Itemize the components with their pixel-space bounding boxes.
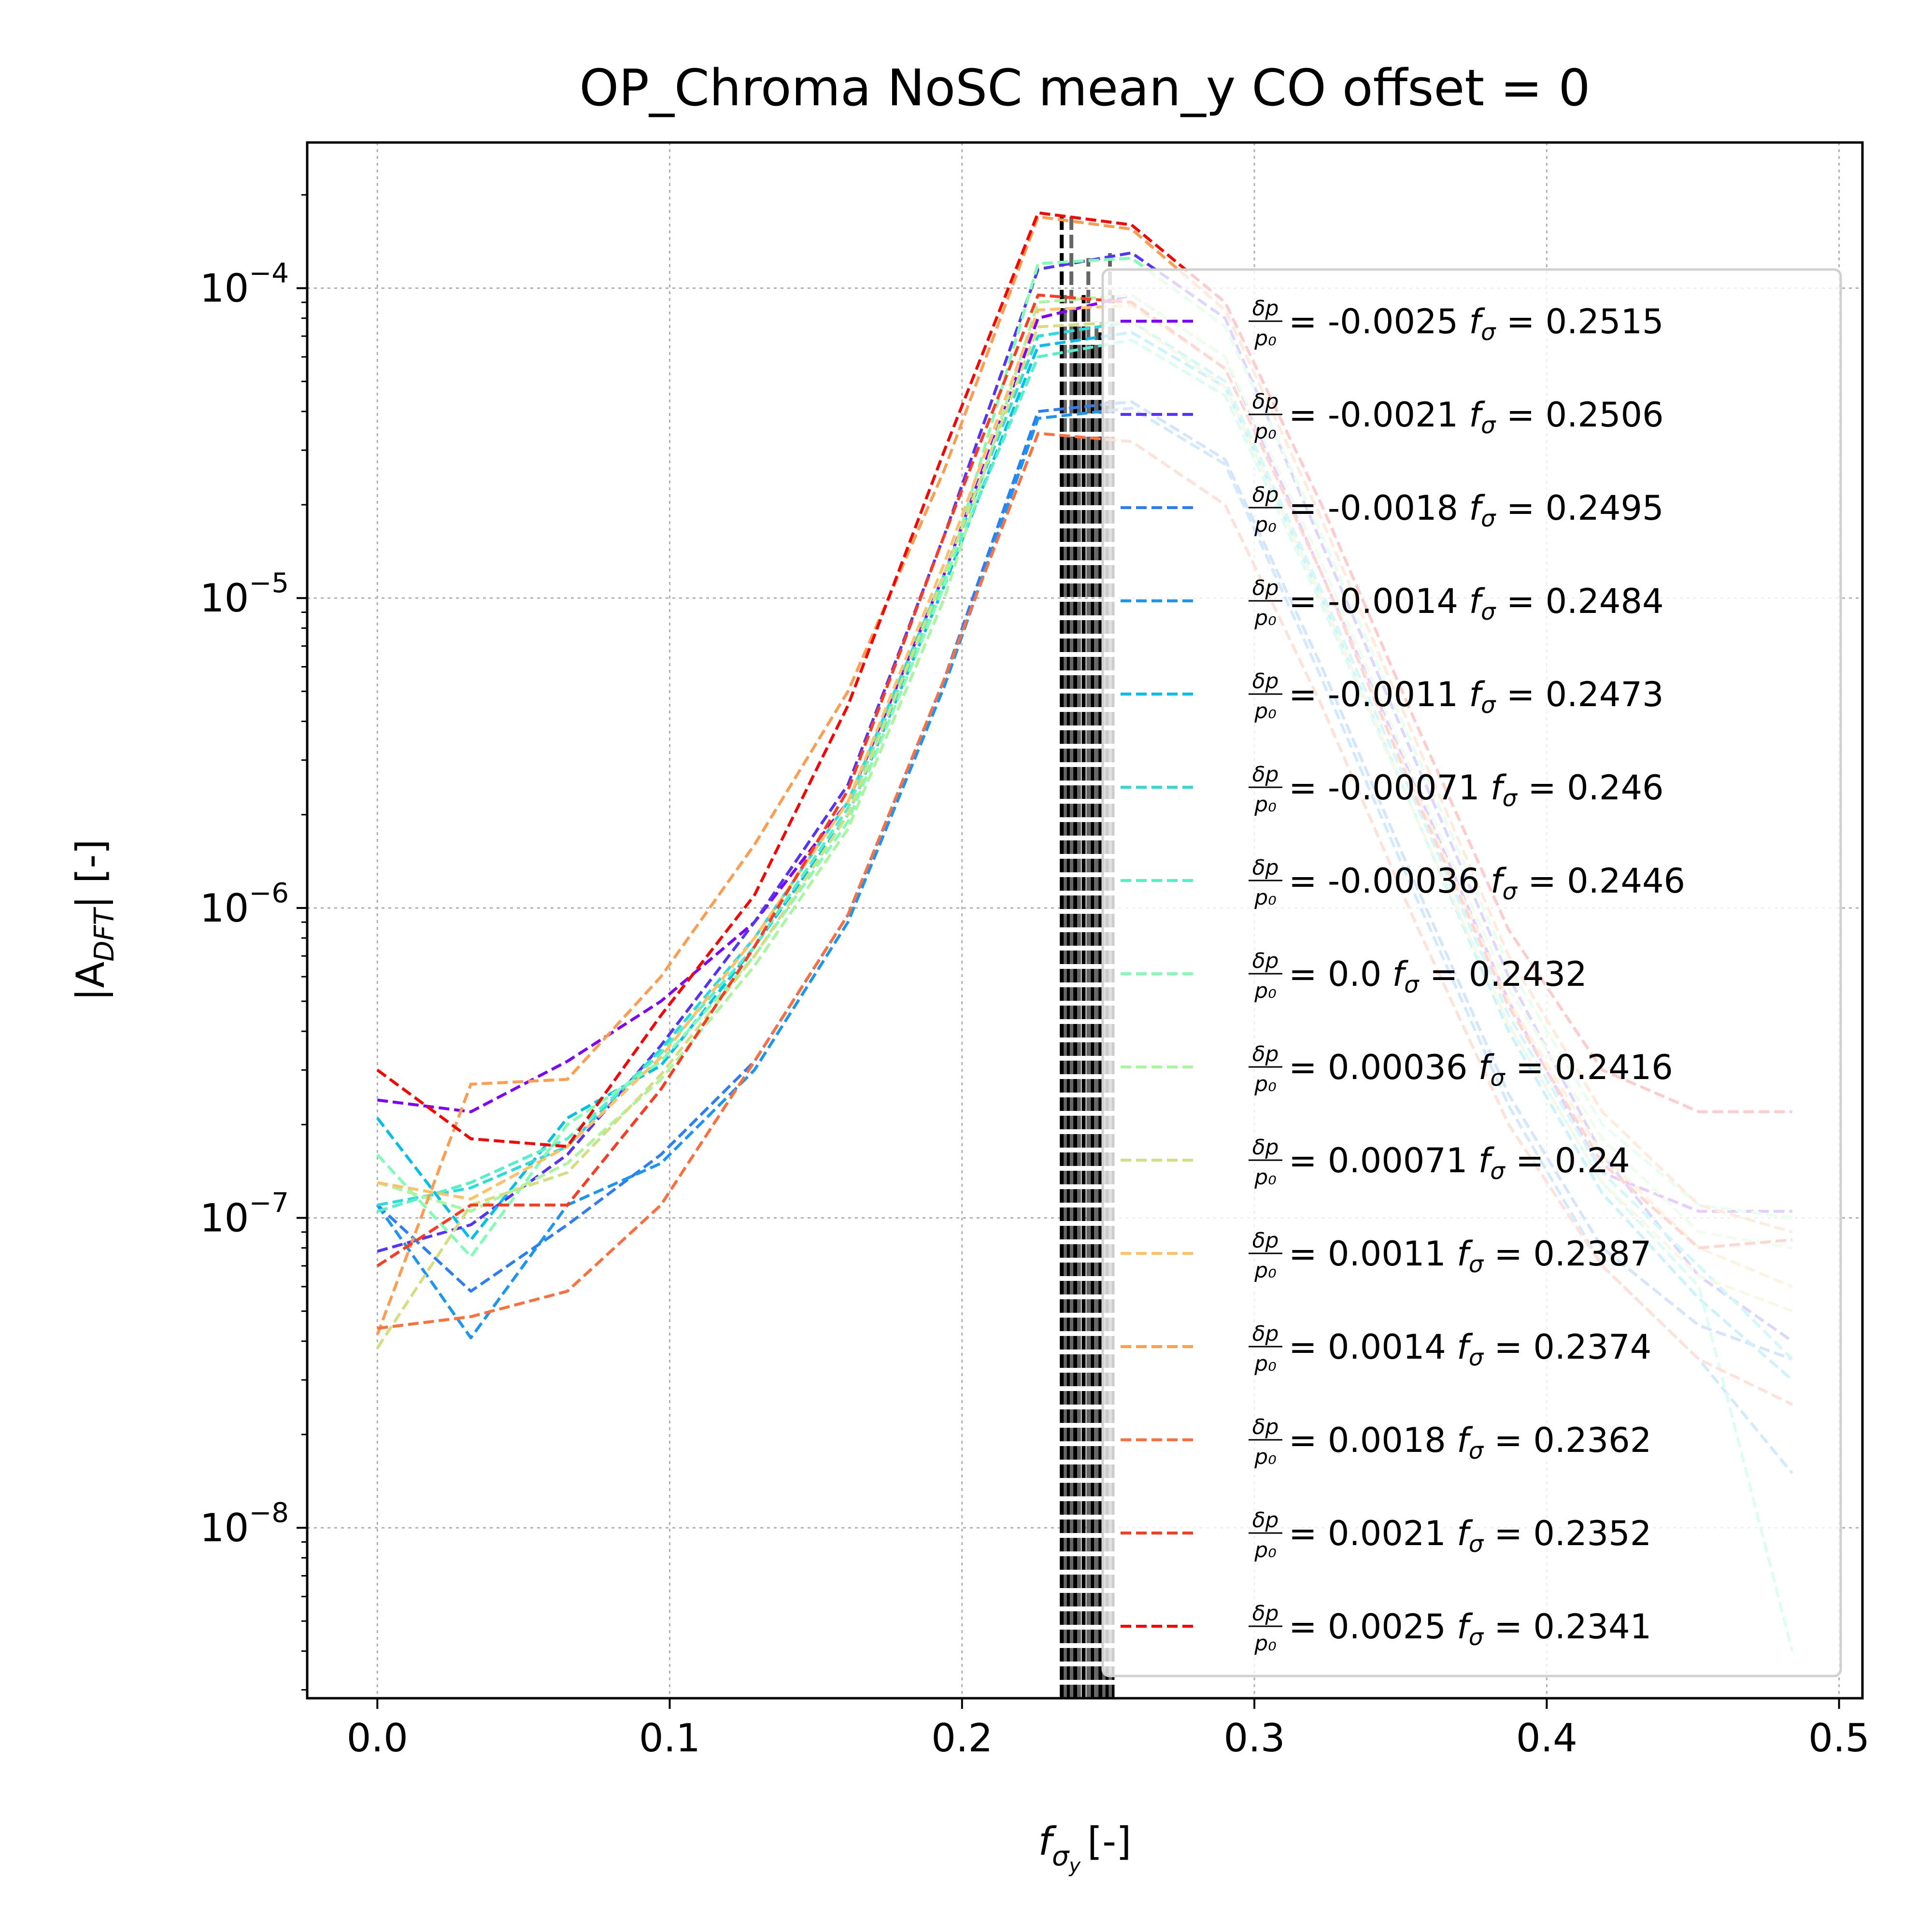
legend-item: δp p₀ = 0.0011 fσ = 0.2387: [1121, 1228, 1651, 1283]
legend-label: = -0.0025 fσ = 0.2515: [1289, 302, 1664, 346]
y-tick-label: 10−4: [200, 258, 289, 311]
legend-frac-numerator: δp: [1252, 296, 1279, 321]
legend-label: = 0.0025 fσ = 0.2341: [1289, 1607, 1651, 1651]
legend-item: δp p₀ = 0.0025 fσ = 0.2341: [1121, 1601, 1651, 1656]
legend-label: = -0.0021 fσ = 0.2506: [1289, 395, 1664, 439]
legend-item: δp p₀ = 0.00036 fσ = 0.2416: [1121, 1042, 1673, 1096]
legend-label: = -0.00036 fσ = 0.2446: [1289, 861, 1685, 905]
legend-frac-numerator: δp: [1252, 1321, 1279, 1346]
legend-label: = 0.00036 fσ = 0.2416: [1289, 1048, 1673, 1092]
chart-title: OP_Chroma NoSC mean_y CO offset = 0: [579, 58, 1590, 117]
legend-item: δp p₀ = 0.0 fσ = 0.2432: [1121, 949, 1587, 1003]
legend-item: δp p₀ = -0.0021 fσ = 0.2506: [1121, 389, 1664, 444]
legend: δp p₀ = -0.0025 fσ = 0.2515 δp p₀ = -0.0021 f…: [1101, 268, 1842, 1677]
legend-frac-numerator: δp: [1252, 1042, 1279, 1066]
y-axis-ticks: 10−4 10−5 10−6 10−7 10−8: [200, 258, 307, 1550]
legend-box: [1101, 268, 1842, 1677]
x-tick-label: 0.0: [347, 1716, 408, 1761]
legend-label: = 0.00071 fσ = 0.24: [1289, 1141, 1630, 1185]
x-axis-label-subsub: y: [1068, 1855, 1081, 1877]
legend-frac-denominator: p₀: [1254, 792, 1277, 817]
legend-frac-denominator: p₀: [1254, 1165, 1277, 1190]
x-axis-ticks: 0.0 0.1 0.2 0.3 0.4 0.5: [347, 1698, 1870, 1761]
y-tick-label: 10−6: [200, 878, 289, 931]
y-axis-label: |ADFT| [-]: [68, 839, 120, 1001]
legend-frac-denominator: p₀: [1254, 1538, 1277, 1563]
legend-label: = 0.0011 fσ = 0.2387: [1289, 1234, 1651, 1278]
legend-frac-denominator: p₀: [1254, 699, 1277, 724]
legend-frac-denominator: p₀: [1254, 1631, 1277, 1656]
legend-frac-denominator: p₀: [1254, 979, 1277, 1003]
legend-frac-denominator: p₀: [1254, 606, 1277, 630]
legend-frac-numerator: δp: [1252, 762, 1279, 787]
legend-item: δp p₀ = -0.0011 fσ = 0.2473: [1121, 669, 1664, 724]
legend-item: δp p₀ = -0.00071 fσ = 0.246: [1121, 762, 1664, 817]
legend-frac-numerator: δp: [1252, 483, 1279, 507]
legend-frac-numerator: δp: [1252, 949, 1279, 973]
legend-label: = 0.0 fσ = 0.2432: [1289, 954, 1587, 998]
x-axis-label-sub: σ: [1052, 1841, 1070, 1872]
legend-label: = -0.0018 fσ = 0.2495: [1289, 488, 1664, 532]
plot-frame: [306, 141, 1864, 1700]
legend-item: δp p₀ = -0.0018 fσ = 0.2495: [1121, 483, 1664, 537]
x-axis-label: fσy[-]: [1038, 1819, 1132, 1877]
legend-frac-denominator: p₀: [1254, 1258, 1277, 1283]
y-tick-label: 10−8: [200, 1497, 289, 1550]
legend-item: δp p₀ = -0.0025 fσ = 0.2515: [1121, 296, 1664, 351]
series-line: [376, 293, 1792, 1267]
legend-frac-numerator: δp: [1252, 1135, 1279, 1160]
legend-label: = 0.0018 fσ = 0.2362: [1289, 1421, 1651, 1464]
legend-frac-numerator: δp: [1252, 389, 1279, 414]
x-tick-label: 0.3: [1223, 1716, 1285, 1761]
legend-item: δp p₀ = 0.0021 fσ = 0.2352: [1121, 1508, 1651, 1563]
legend-item: δp p₀ = -0.0014 fσ = 0.2484: [1121, 576, 1664, 630]
legend-item: δp p₀ = 0.0014 fσ = 0.2374: [1121, 1321, 1651, 1376]
y-axis-label-unit: | [-]: [68, 839, 114, 909]
legend-frac-numerator: δp: [1252, 1228, 1279, 1253]
series-line: [376, 407, 1794, 1475]
legend-frac-numerator: δp: [1252, 669, 1279, 694]
x-tick-label: 0.1: [639, 1716, 700, 1761]
legend-label: = -0.0014 fσ = 0.2484: [1289, 582, 1664, 625]
x-axis-label-unit: [-]: [1087, 1819, 1131, 1864]
x-tick-label: 0.2: [931, 1716, 993, 1761]
legend-frac-denominator: p₀: [1254, 1351, 1277, 1376]
y-axis-label-main: |A: [68, 962, 114, 1001]
y-axis-label-sub: DFT: [89, 907, 120, 961]
series-line: [376, 400, 1793, 1361]
legend-label: = -0.0011 fσ = 0.2473: [1289, 675, 1664, 719]
legend-frac-numerator: δp: [1252, 576, 1279, 600]
legend-label: = -0.00071 fσ = 0.246: [1289, 768, 1664, 812]
legend-frac-numerator: δp: [1252, 1601, 1279, 1626]
series-line: [377, 293, 1793, 1250]
legend-frac-denominator: p₀: [1254, 419, 1277, 444]
y-tick-label: 10−7: [200, 1187, 289, 1240]
legend-frac-denominator: p₀: [1254, 885, 1277, 910]
legend-frac-denominator: p₀: [1254, 512, 1277, 537]
x-tick-label: 0.4: [1516, 1716, 1577, 1761]
legend-label: = 0.0021 fσ = 0.2352: [1289, 1514, 1651, 1558]
legend-items: δp p₀ = -0.0025 fσ = 0.2515 δp p₀ = -0.0021 f…: [1121, 296, 1685, 1656]
legend-frac-numerator: δp: [1252, 1508, 1279, 1533]
legend-frac-denominator: p₀: [1254, 1072, 1277, 1096]
legend-item: δp p₀ = -0.00036 fσ = 0.2446: [1121, 855, 1685, 910]
legend-item: δp p₀ = 0.0018 fσ = 0.2362: [1121, 1415, 1651, 1469]
x-tick-label: 0.5: [1808, 1716, 1870, 1761]
legend-label: = 0.0014 fσ = 0.2374: [1289, 1327, 1651, 1371]
y-tick-label: 10−5: [200, 568, 289, 621]
legend-frac-numerator: δp: [1252, 1415, 1279, 1439]
legend-frac-denominator: p₀: [1254, 326, 1277, 351]
legend-frac-denominator: p₀: [1254, 1445, 1277, 1469]
legend-frac-numerator: δp: [1252, 855, 1279, 880]
legend-item: δp p₀ = 0.00071 fσ = 0.24: [1121, 1135, 1630, 1190]
series-line: [377, 339, 1794, 1652]
